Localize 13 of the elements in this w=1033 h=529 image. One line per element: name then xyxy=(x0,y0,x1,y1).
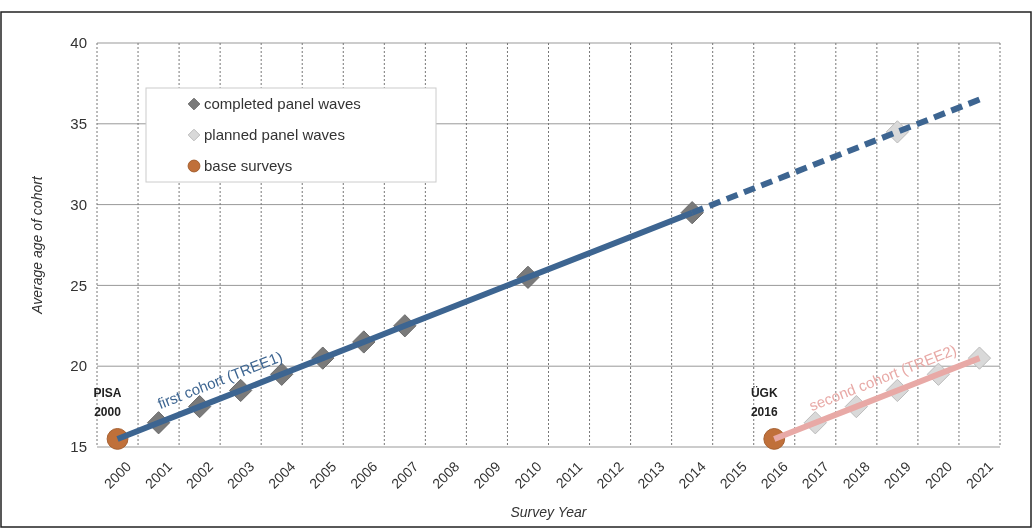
legend-label: completed panel waves xyxy=(204,95,361,113)
annotation: PISA 2000 xyxy=(93,385,122,419)
y-tick-label: 30 xyxy=(70,195,87,213)
y-axis-title: Average age of cohort xyxy=(29,175,45,315)
y-tick-label: 20 xyxy=(70,357,87,375)
legend-label: base surveys xyxy=(204,157,293,175)
y-tick-label: 35 xyxy=(70,115,87,133)
y-tick-label: 25 xyxy=(70,276,87,294)
y-tick-label: 40 xyxy=(70,34,87,52)
y-tick-label: 15 xyxy=(70,438,87,456)
legend-label: planned panel waves xyxy=(204,126,345,144)
x-axis-title: Survey Year xyxy=(510,504,588,520)
annotation: ÜGK 2016 xyxy=(750,384,778,419)
